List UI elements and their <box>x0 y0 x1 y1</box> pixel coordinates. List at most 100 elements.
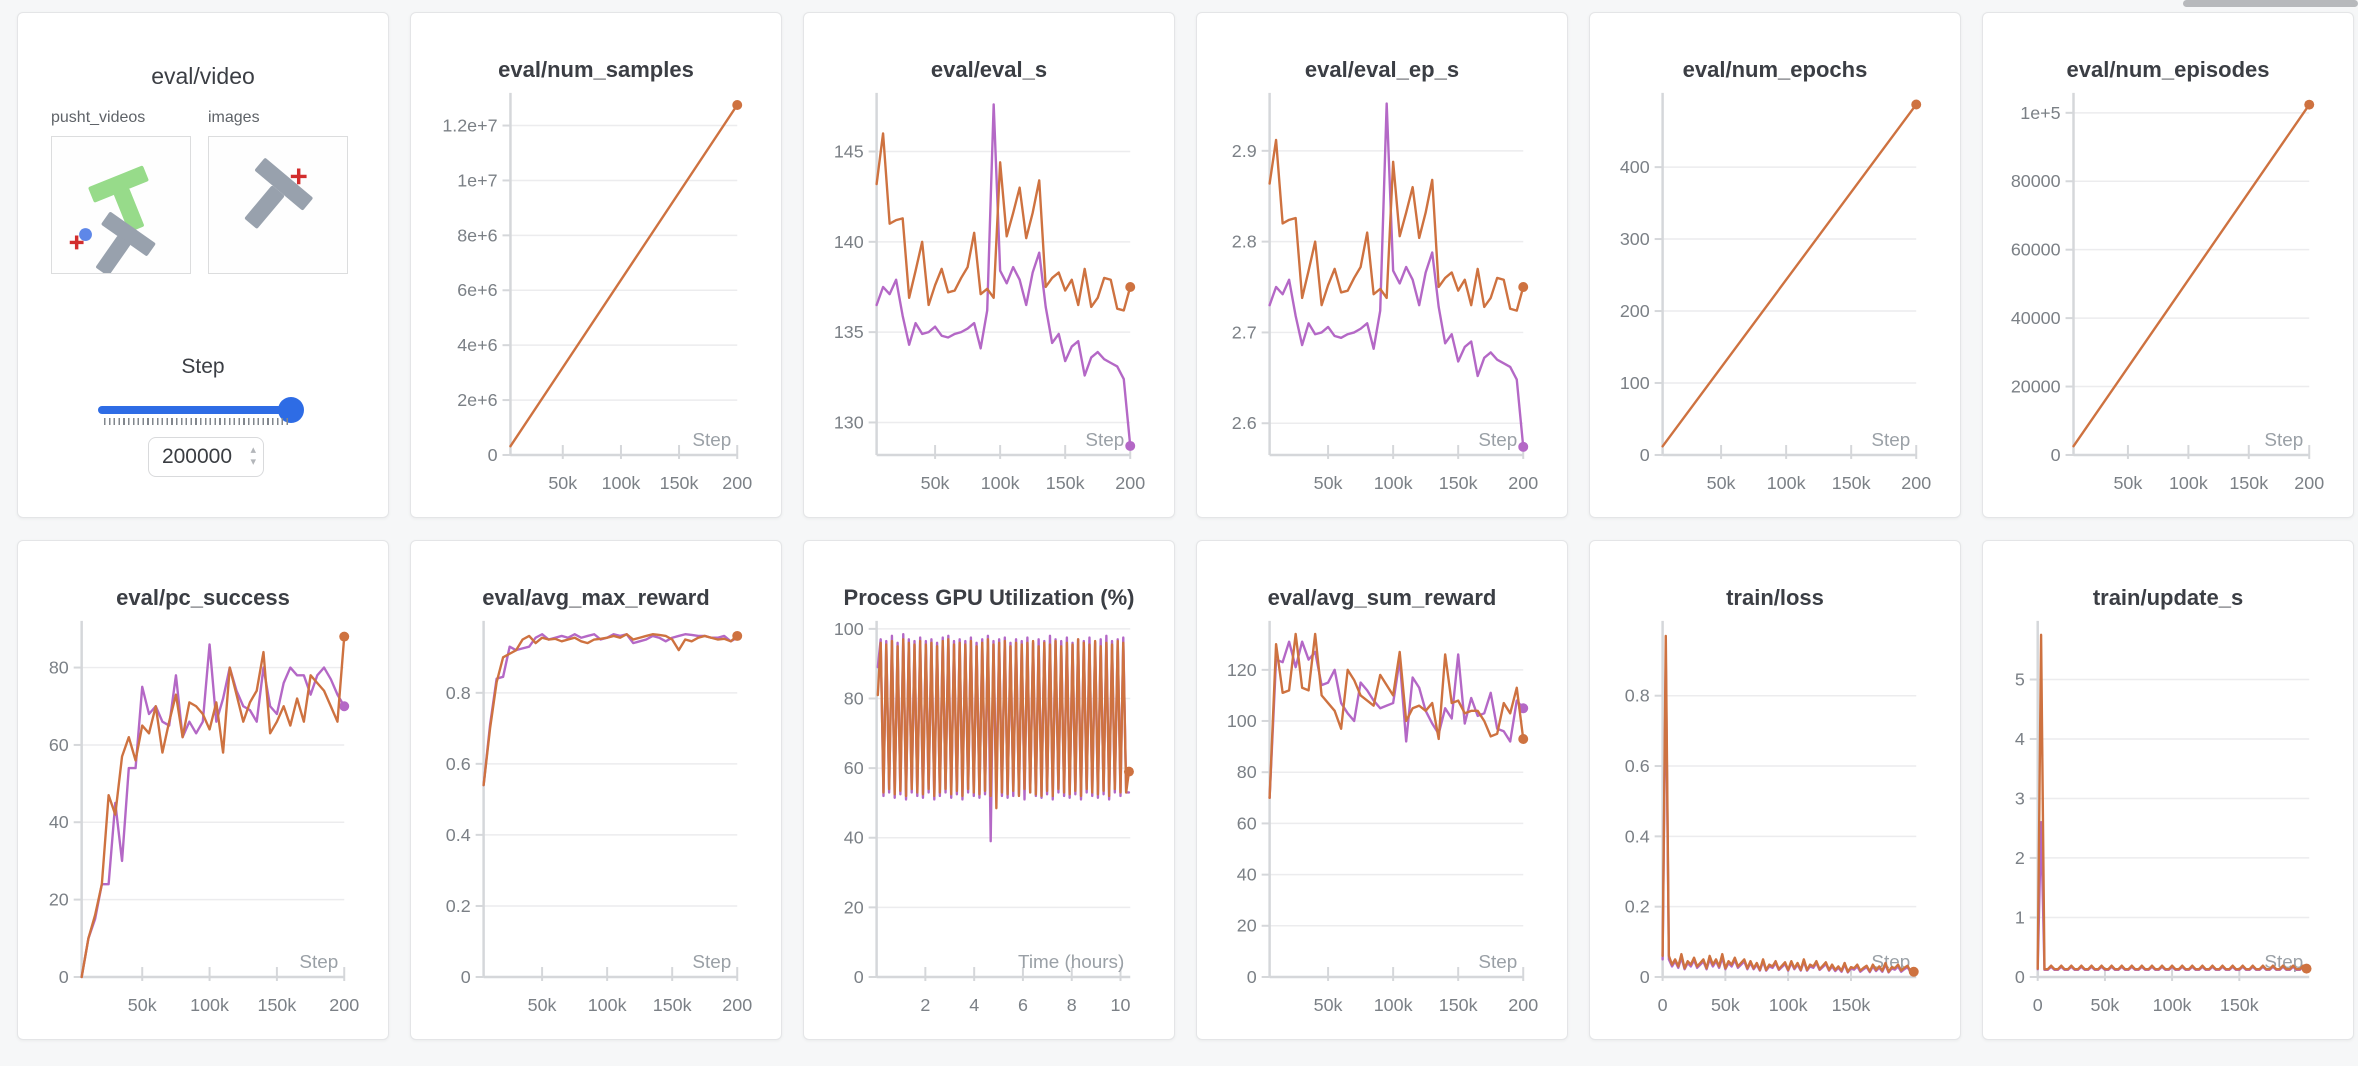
svg-text:0: 0 <box>1640 445 1650 465</box>
step-value-input[interactable] <box>148 437 264 477</box>
chart-eval-num-samples[interactable]: 0 2e+6 4e+6 6e+6 8e+6 1e+7 1.2e+7 50k 100k 150k 20… <box>411 13 781 517</box>
svg-text:100k: 100k <box>1769 995 1808 1015</box>
svg-text:2.6: 2.6 <box>1232 413 1257 433</box>
svg-text:6: 6 <box>1018 995 1028 1015</box>
svg-text:50k: 50k <box>1314 995 1343 1015</box>
svg-text:60: 60 <box>1237 813 1257 833</box>
svg-text:20: 20 <box>1237 916 1257 936</box>
svg-text:50k: 50k <box>128 995 157 1015</box>
chart-eval-avg-max-reward[interactable]: 0 0.2 0.4 0.6 0.8 50k 100k 150k 200 Step <box>411 541 781 1039</box>
chart-eval-pc-success[interactable]: 0 20 40 60 80 50k 100k 150k 200 Step <box>18 541 388 1039</box>
svg-text:200: 200 <box>1508 473 1538 493</box>
svg-text:Step: Step <box>1478 952 1517 973</box>
svg-text:0: 0 <box>1658 995 1668 1015</box>
svg-text:50k: 50k <box>2091 995 2120 1015</box>
svg-text:8e+6: 8e+6 <box>457 225 497 245</box>
svg-text:4: 4 <box>2015 729 2025 749</box>
goal-cross-icon <box>69 235 84 250</box>
chart-title: eval/eval_s <box>930 57 1048 82</box>
chart-title: eval/avg_max_reward <box>482 585 710 610</box>
svg-text:0: 0 <box>59 967 69 987</box>
svg-text:50k: 50k <box>1711 995 1740 1015</box>
svg-text:50k: 50k <box>2113 473 2142 493</box>
svg-text:0: 0 <box>854 967 864 987</box>
svg-text:60000: 60000 <box>2011 240 2061 260</box>
svg-text:150k: 150k <box>1046 473 1085 493</box>
panel-eval-video: eval/video pusht_videos images <box>17 12 389 518</box>
spinner-down-icon[interactable]: ▾ <box>250 456 256 468</box>
svg-text:100: 100 <box>834 619 864 639</box>
step-slider[interactable] <box>98 397 304 427</box>
svg-text:100k: 100k <box>190 995 229 1015</box>
chart-gpu-utilization[interactable]: 0 20 40 60 80 100 2 4 6 8 10 Time (hours) <box>804 541 1174 1039</box>
svg-text:5: 5 <box>2015 669 2025 689</box>
svg-text:Step: Step <box>299 952 338 973</box>
pusht-image-thumbnail[interactable] <box>208 136 348 274</box>
svg-text:2.8: 2.8 <box>1232 232 1257 252</box>
svg-text:Step: Step <box>692 430 731 451</box>
svg-text:150k: 150k <box>653 995 692 1015</box>
svg-text:2: 2 <box>2015 848 2025 868</box>
step-slider-label: Step <box>181 355 225 378</box>
svg-text:50k: 50k <box>1707 473 1736 493</box>
svg-text:150k: 150k <box>258 995 297 1015</box>
svg-text:140: 140 <box>834 232 864 252</box>
chart-eval-num-epochs[interactable]: 0 100 200 300 400 50k 100k 150k 200 Step <box>1590 13 1960 517</box>
svg-text:80: 80 <box>844 688 864 708</box>
block-t-shape <box>244 158 313 229</box>
svg-text:8: 8 <box>1067 995 1077 1015</box>
svg-text:200: 200 <box>1508 995 1538 1015</box>
svg-text:20: 20 <box>49 890 69 910</box>
panel-eval-num-epochs: eval/num_epochs 0 100 200 300 400 50k 100k 150k… <box>1589 12 1961 518</box>
svg-text:100k: 100k <box>588 995 627 1015</box>
svg-text:60: 60 <box>844 758 864 778</box>
svg-text:135: 135 <box>834 322 864 342</box>
svg-text:0.2: 0.2 <box>1625 897 1650 917</box>
panel-train-update-s: train/update_s 0 1 2 3 4 5 0 50k 100k 150k Step <box>1982 540 2354 1040</box>
horizontal-scrollbar-thumb[interactable] <box>2183 0 2358 7</box>
svg-text:100: 100 <box>1620 373 1650 393</box>
svg-text:150k: 150k <box>2220 995 2259 1015</box>
chart-title: eval/num_samples <box>498 57 694 82</box>
svg-text:0.4: 0.4 <box>446 825 471 845</box>
panel-eval-num-samples: eval/num_samples 0 2e+6 4e+6 6e+6 8e+6 1e+7 1.… <box>410 12 782 518</box>
svg-text:200: 200 <box>1620 301 1650 321</box>
chart-eval-num-episodes[interactable]: 0 20000 40000 60000 80000 1e+5 50k 100k 150k 200 S… <box>1983 13 2353 517</box>
svg-text:4e+6: 4e+6 <box>457 335 497 355</box>
pusht-video-thumbnail[interactable] <box>51 136 191 274</box>
step-spinner[interactable]: ▴ ▾ <box>250 444 256 468</box>
svg-text:Step: Step <box>2264 430 2303 451</box>
chart-title: Process GPU Utilization (%) <box>843 585 1135 610</box>
svg-text:130: 130 <box>834 412 864 432</box>
svg-text:0.8: 0.8 <box>446 683 471 703</box>
svg-text:150k: 150k <box>1439 995 1478 1015</box>
svg-text:0: 0 <box>488 445 498 465</box>
spinner-up-icon[interactable]: ▴ <box>250 444 256 456</box>
chart-eval-eval-ep-s[interactable]: 2.6 2.7 2.8 2.9 50k 100k 150k 200 Step <box>1197 13 1567 517</box>
svg-text:50k: 50k <box>1314 473 1343 493</box>
slider-track[interactable] <box>98 406 301 414</box>
svg-text:200: 200 <box>2294 473 2324 493</box>
chart-eval-avg-sum-reward[interactable]: 0 20 40 60 80 100 120 50k 100k 150k 200 Step <box>1197 541 1567 1039</box>
chart-eval-eval-s[interactable]: 130 135 140 145 50k 100k 150k 200 Step <box>804 13 1174 517</box>
svg-text:0.4: 0.4 <box>1625 826 1650 846</box>
svg-text:100k: 100k <box>1767 473 1806 493</box>
svg-text:1: 1 <box>2015 907 2025 927</box>
svg-text:120: 120 <box>1227 660 1257 680</box>
svg-text:0: 0 <box>2015 967 2025 987</box>
svg-text:50k: 50k <box>921 473 950 493</box>
svg-text:200: 200 <box>722 995 752 1015</box>
svg-text:100k: 100k <box>981 473 1020 493</box>
svg-text:6e+6: 6e+6 <box>457 280 497 300</box>
svg-text:0: 0 <box>1640 967 1650 987</box>
svg-text:Time (hours): Time (hours) <box>1018 952 1124 973</box>
panel-eval-eval-s: eval/eval_s 130 135 140 145 50k 100k 150k 200 St… <box>803 12 1175 518</box>
svg-text:100: 100 <box>1227 711 1257 731</box>
svg-text:Step: Step <box>692 952 731 973</box>
svg-text:100k: 100k <box>2169 473 2208 493</box>
svg-text:200: 200 <box>1115 473 1145 493</box>
svg-text:100k: 100k <box>602 473 641 493</box>
panel-train-loss: train/loss 0 0.2 0.4 0.6 0.8 0 50k 100k 150k Step <box>1589 540 1961 1040</box>
